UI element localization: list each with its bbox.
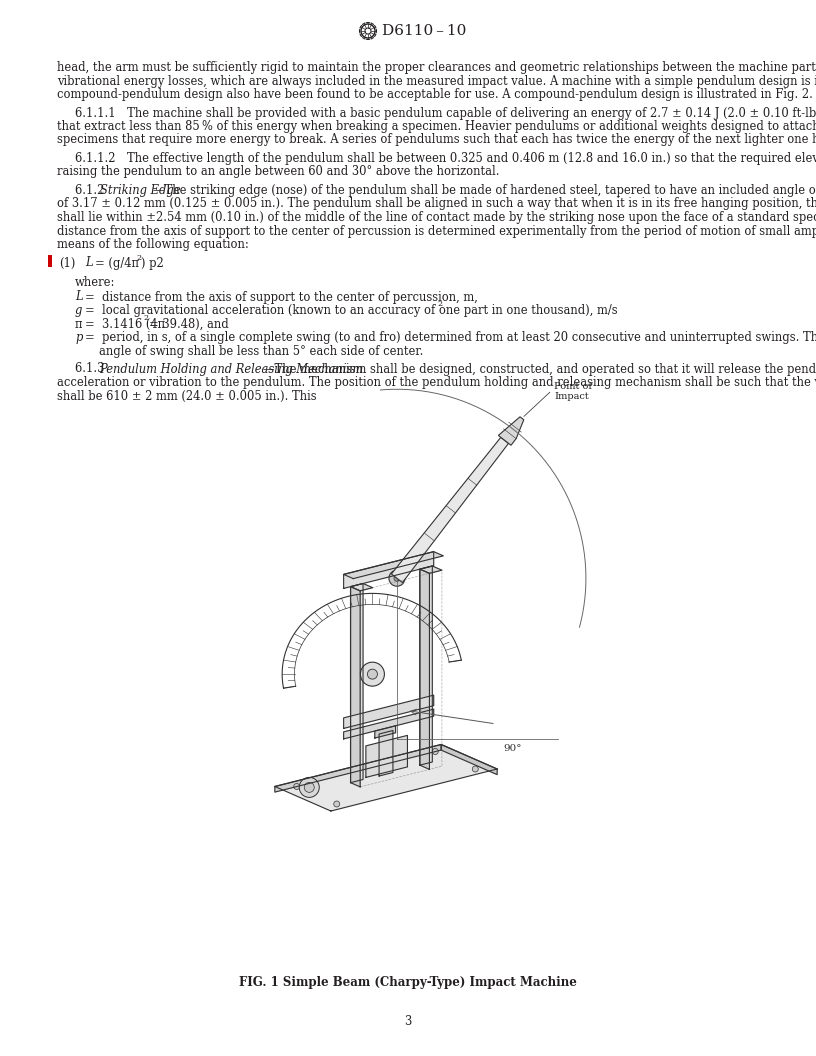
Text: 6.1.1.1 The machine shall be provided with a basic pendulum capable of deliverin: 6.1.1.1 The machine shall be provided wi… — [75, 107, 816, 119]
Circle shape — [389, 570, 405, 586]
Text: =  period, in s, of a single complete swing (to and fro) determined from at leas: = period, in s, of a single complete swi… — [85, 331, 816, 344]
Text: distance from the axis of support to the center of percussion is determined expe: distance from the axis of support to the… — [57, 225, 816, 238]
Bar — [48, 254, 51, 266]
Text: 2: 2 — [136, 253, 141, 262]
Text: π: π — [75, 318, 82, 331]
Text: means of the following equation:: means of the following equation: — [57, 238, 249, 251]
Text: compound-pendulum design also have been found to be acceptable for use. A compou: compound-pendulum design also have been … — [57, 88, 813, 101]
Circle shape — [361, 662, 384, 686]
Polygon shape — [375, 725, 396, 738]
Text: =  distance from the axis of support to the center of percussion, m,: = distance from the axis of support to t… — [85, 290, 478, 303]
Polygon shape — [275, 744, 441, 792]
Text: p: p — [75, 331, 82, 344]
Polygon shape — [344, 551, 443, 579]
Polygon shape — [275, 744, 497, 811]
Circle shape — [394, 576, 400, 581]
Text: Impact: Impact — [554, 392, 588, 401]
Text: angle of swing shall be less than 5° each side of center.: angle of swing shall be less than 5° eac… — [99, 344, 424, 358]
Circle shape — [334, 802, 339, 807]
Text: where:: where: — [75, 277, 115, 289]
Text: that extract less than 85 % of this energy when breaking a specimen. Heavier pen: that extract less than 85 % of this ener… — [57, 120, 816, 133]
Text: =  local gravitational acceleration (known to an accuracy of one part in one tho: = local gravitational acceleration (know… — [85, 304, 618, 317]
Circle shape — [299, 777, 319, 797]
Polygon shape — [379, 731, 393, 776]
Text: shall be 610 ± 2 mm (24.0 ± 0.005 in.). This: shall be 610 ± 2 mm (24.0 ± 0.005 in.). … — [57, 390, 317, 402]
Text: vibrational energy losses, which are always included in the measured impact valu: vibrational energy losses, which are alw… — [57, 75, 816, 88]
Polygon shape — [420, 566, 432, 766]
Text: g: g — [75, 304, 82, 317]
Polygon shape — [344, 710, 433, 739]
Polygon shape — [344, 695, 433, 729]
Text: 6.1.1.2 The effective length of the pendulum shall be between 0.325 and 0.406 m : 6.1.1.2 The effective length of the pend… — [75, 152, 816, 165]
Text: acceleration or vibration to the pendulum. The position of the pendulum holding : acceleration or vibration to the pendulu… — [57, 376, 816, 389]
Text: D6110 – 10: D6110 – 10 — [382, 24, 467, 38]
Text: raising the pendulum to an angle between 60 and 30° above the horizontal.: raising the pendulum to an angle between… — [57, 166, 499, 178]
Text: = (g/4π: = (g/4π — [95, 257, 139, 269]
Text: 6.1.3: 6.1.3 — [75, 362, 116, 376]
Text: (1): (1) — [59, 257, 75, 269]
Circle shape — [304, 782, 314, 792]
Text: Point of: Point of — [554, 382, 592, 392]
Polygon shape — [441, 744, 497, 775]
Text: 3: 3 — [405, 1015, 411, 1027]
Text: Pendulum Holding and Releasing Mechanism: Pendulum Holding and Releasing Mechanism — [100, 362, 364, 376]
Polygon shape — [366, 735, 407, 777]
Circle shape — [472, 766, 478, 772]
Circle shape — [294, 784, 299, 790]
Text: 90°: 90° — [503, 743, 521, 753]
Text: = 39.48), and: = 39.48), and — [149, 318, 228, 331]
Polygon shape — [351, 584, 363, 782]
Text: ) p2: ) p2 — [141, 257, 164, 269]
Text: =  3.1416 (4π: = 3.1416 (4π — [85, 318, 165, 331]
Text: shall lie within ±2.54 mm (0.10 in.) of the middle of the line of contact made b: shall lie within ±2.54 mm (0.10 in.) of … — [57, 211, 816, 224]
Text: FIG. 1 Simple Beam (Charpy-Type) Impact Machine: FIG. 1 Simple Beam (Charpy-Type) Impact … — [239, 976, 577, 989]
Polygon shape — [420, 566, 442, 573]
Polygon shape — [344, 551, 433, 588]
Polygon shape — [392, 437, 508, 583]
Polygon shape — [420, 569, 429, 770]
Text: L: L — [85, 257, 93, 269]
Polygon shape — [351, 584, 373, 591]
Text: —The mechanism shall be designed, constructed, and operated so that it will rele: —The mechanism shall be designed, constr… — [263, 362, 816, 376]
Circle shape — [367, 670, 378, 679]
Circle shape — [432, 749, 438, 754]
Polygon shape — [351, 587, 360, 787]
Text: 6.1.2: 6.1.2 — [75, 184, 116, 197]
Text: 2: 2 — [437, 301, 442, 308]
Text: Striking Edge: Striking Edge — [100, 184, 180, 197]
Text: specimens that require more energy to break. A series of pendulums such that eac: specimens that require more energy to br… — [57, 133, 816, 147]
Text: head, the arm must be sufficiently rigid to maintain the proper clearances and g: head, the arm must be sufficiently rigid… — [57, 61, 816, 74]
Text: 2: 2 — [143, 314, 149, 322]
Text: of 3.17 ± 0.12 mm (0.125 ± 0.005 in.). The pendulum shall be aligned in such a w: of 3.17 ± 0.12 mm (0.125 ± 0.005 in.). T… — [57, 197, 816, 210]
Text: L: L — [75, 290, 82, 303]
Text: —The striking edge (nose) of the pendulum shall be made of hardened steel, taper: —The striking edge (nose) of the pendulu… — [153, 184, 816, 197]
Polygon shape — [499, 417, 524, 446]
